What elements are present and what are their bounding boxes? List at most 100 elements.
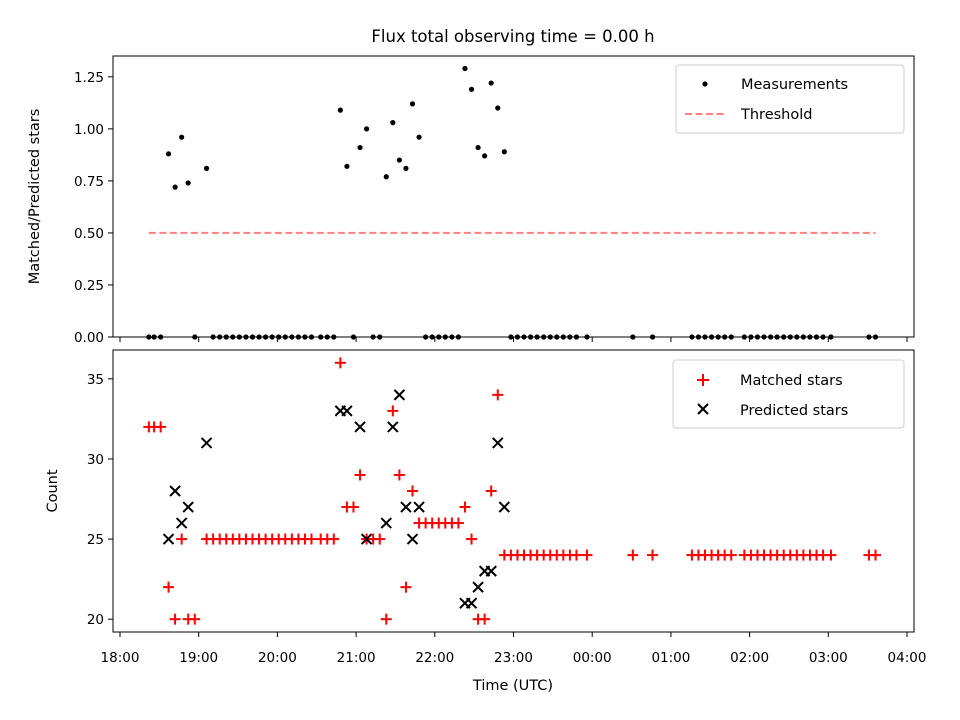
top-panel: 0.00 0.25 0.50 0.75 1.00 1.25 Matched/Predict…: [27, 55, 915, 346]
predicted-star-point: [400, 501, 412, 513]
bottom-y-ticks: 20 25 30 35: [87, 372, 113, 628]
top-y-tick-label: 1.25: [74, 70, 104, 86]
predicted-star-point: [380, 517, 392, 529]
x-tick-label: 18:00: [101, 650, 140, 666]
x-tick-label: 22:00: [415, 650, 454, 666]
legend-predicted-label: Predicted stars: [740, 403, 848, 419]
legend-threshold-label: Threshold: [740, 107, 812, 123]
top-y-tick-label: 1.00: [74, 122, 104, 138]
matched-star-point: [347, 501, 359, 513]
x-tick-label: 00:00: [573, 650, 612, 666]
x-tick-label: 21:00: [337, 650, 376, 666]
matched-star-point: [459, 501, 471, 513]
legend-measurements-label: Measurements: [741, 77, 848, 93]
legend-matched-label: Matched stars: [740, 373, 843, 389]
matched-star-point: [581, 549, 593, 561]
predicted-star-point: [498, 501, 511, 513]
bottom-legend: Matched stars Predicted stars: [672, 359, 905, 429]
matched-star-point: [492, 389, 504, 401]
matched-star-point: [169, 613, 181, 625]
top-legend: Measurements Threshold: [675, 64, 905, 134]
bottom-panel: 20 25 30 35 18:00 19:00 20:00 21:00 22:00 23:00 0…: [45, 349, 927, 694]
matched-star-point: [380, 613, 392, 625]
matched-star-point: [387, 405, 399, 417]
measurement-point: [337, 107, 343, 113]
predicted-star-point: [492, 437, 504, 449]
measurement-point: [203, 165, 210, 171]
bottom-x-ticks: 18:00 19:00 20:00 21:00 22:00 23:00 00:00 01:00…: [101, 632, 927, 666]
predicted-star-point: [169, 485, 181, 497]
x-axis-label: Time (UTC): [472, 678, 553, 694]
top-y-tick-label: 0.25: [74, 278, 104, 294]
measurement-point: [495, 105, 501, 111]
top-y-tick-label: 0.00: [74, 330, 104, 346]
predicted-star-point: [485, 565, 497, 577]
predicted-star-point: [162, 533, 175, 545]
top-y-tick-label: 0.50: [74, 226, 104, 242]
top-y-ticks: 0.00 0.25 0.50 0.75 1.00 1.25: [74, 70, 113, 346]
measurement-point: [482, 153, 488, 159]
bottom-y-tick-label: 25: [87, 532, 104, 548]
x-tick-label: 03:00: [809, 650, 848, 666]
matched-star-point: [407, 485, 419, 497]
predicted-star-point: [341, 405, 353, 417]
matched-star-point: [306, 533, 318, 545]
top-y-axis-label: Matched/Predicted stars: [27, 109, 43, 285]
matched-star-point: [452, 517, 464, 529]
legend-measurements-marker: [702, 81, 708, 87]
bottom-y-tick-label: 20: [87, 612, 104, 628]
matched-star-point: [189, 613, 201, 625]
measurement-point: [179, 134, 185, 140]
matched-star-point: [163, 581, 175, 593]
x-tick-label: 02:00: [730, 650, 769, 666]
measurement-point: [390, 120, 396, 126]
bottom-y-axis-label: Count: [45, 469, 61, 512]
matched-star-point: [725, 549, 737, 561]
top-y-tick-label: 0.75: [74, 174, 104, 190]
x-tick-label: 04:00: [888, 650, 927, 666]
measurement-point: [357, 144, 363, 151]
matched-star-point: [466, 533, 478, 545]
measurement-point: [172, 184, 178, 190]
measurement-point: [475, 144, 481, 151]
bottom-y-tick-label: 35: [87, 372, 104, 388]
predicted-star-point: [360, 533, 373, 545]
measurement-point: [165, 151, 172, 157]
predicted-star-point: [465, 597, 478, 609]
measurement-point: [416, 134, 422, 140]
measurement-point: [363, 126, 370, 132]
predicted-star-point: [354, 421, 366, 433]
matched-star-point: [570, 549, 582, 561]
predicted-star-point: [472, 581, 484, 593]
predicted-star-point: [175, 517, 188, 529]
measurement-point: [468, 86, 475, 92]
matched-star-point: [825, 549, 837, 561]
x-tick-label: 01:00: [651, 650, 690, 666]
measurement-point: [403, 165, 409, 171]
matched-star-point: [334, 357, 346, 369]
matched-star-point: [485, 485, 497, 497]
matched-star-point: [354, 469, 366, 481]
bottom-legend-box: [672, 359, 905, 429]
bottom-y-tick-label: 30: [87, 452, 104, 468]
x-tick-label: 20:00: [258, 650, 297, 666]
measurement-point: [185, 180, 191, 186]
matched-star-point: [627, 549, 639, 561]
measurement-point: [501, 149, 507, 155]
legend-matched-marker: [697, 374, 709, 386]
matched-star-point: [870, 549, 882, 561]
x-tick-label: 19:00: [179, 650, 218, 666]
predicted-star-point: [413, 501, 425, 513]
measurement-point: [409, 101, 416, 107]
x-tick-label: 23:00: [494, 650, 533, 666]
legend-predicted-marker: [697, 403, 709, 415]
measurement-point: [488, 80, 494, 86]
matched-star-point: [393, 469, 405, 481]
top-x-ticks: [119, 337, 908, 342]
predicted-star-point: [387, 421, 399, 433]
matched-star-point: [647, 549, 659, 561]
matched-star-point: [155, 421, 167, 433]
matched-star-point: [374, 533, 386, 545]
bottom-plot-marks: [143, 357, 882, 625]
